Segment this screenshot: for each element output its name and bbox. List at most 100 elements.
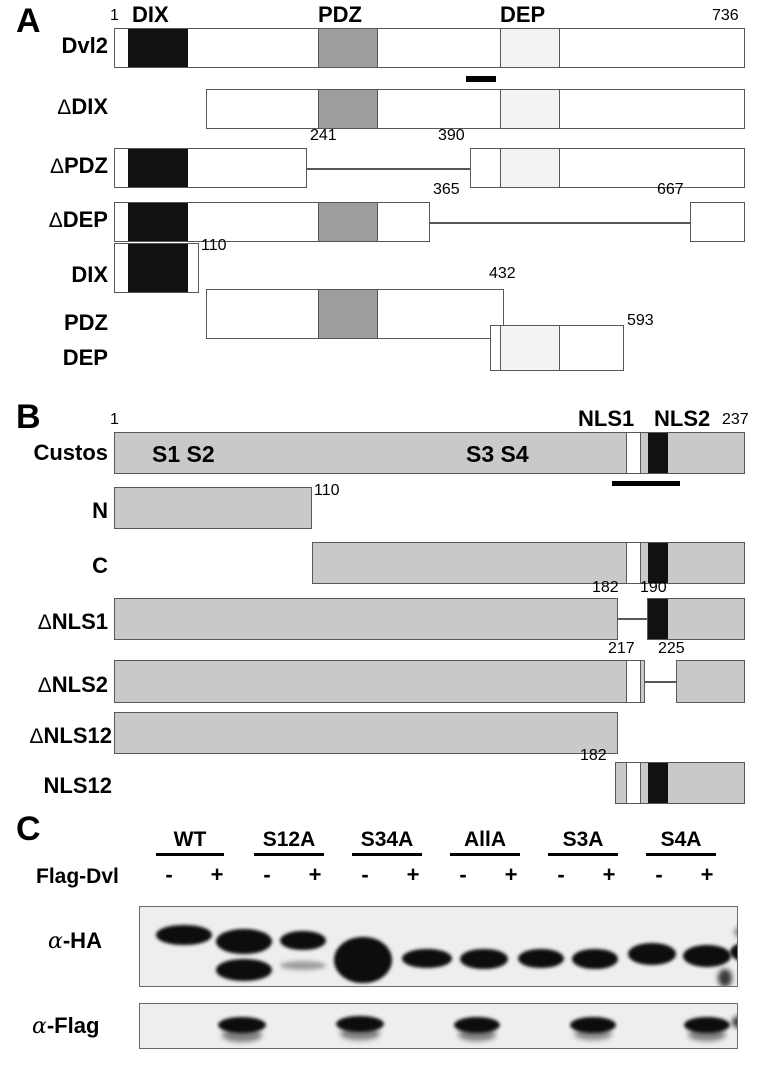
row-label-delta-pdz: ΔPDZ — [10, 153, 108, 178]
segment-dix — [128, 149, 188, 187]
lane-state-2: + — [210, 862, 224, 887]
delta-glyph: Δ — [48, 209, 63, 232]
bar-delta-dep-left — [114, 202, 430, 242]
row-label-c: C — [92, 553, 108, 578]
blot-label-text: -HA — [62, 928, 102, 953]
number-365: 365 — [433, 181, 460, 198]
alpha-glyph: α — [32, 1014, 47, 1039]
row-label-delta-nls12: ΔNLS12 — [0, 723, 112, 748]
band — [683, 945, 731, 967]
row-label-n: N — [92, 498, 108, 523]
segment-dep — [500, 29, 560, 67]
segment-pdz — [318, 29, 378, 67]
panel-a-header-pdz: PDZ — [318, 2, 362, 27]
row-label-dix: DIX — [71, 262, 108, 287]
connector-delta-pdz — [307, 168, 470, 170]
bar-delta-nls2-left — [114, 660, 645, 703]
segment-nls2 — [648, 543, 668, 583]
bar-nls12 — [615, 762, 745, 804]
band — [156, 925, 212, 945]
row-label-text: DIX — [71, 94, 108, 119]
number-182-b: 182 — [580, 747, 607, 764]
lane-state-12: + — [700, 862, 714, 887]
number-182: 182 — [592, 579, 619, 596]
segment-pdz — [318, 290, 378, 338]
band — [574, 1028, 612, 1040]
bar-delta-nls1-right — [647, 598, 745, 640]
dvl2-interaction-underline — [466, 76, 496, 82]
band — [688, 1028, 726, 1041]
lane-state-5: - — [361, 862, 369, 887]
panel-b-start-number: 1 — [110, 411, 119, 428]
number-241: 241 — [310, 127, 337, 144]
panel-a-header-dep: DEP — [500, 2, 546, 27]
row-label-delta-nls1: ΔNLS1 — [2, 609, 108, 634]
segment-pdz — [318, 203, 378, 241]
number-225: 225 — [658, 640, 685, 657]
band — [734, 925, 737, 939]
lane-group-wt: WT — [173, 828, 207, 851]
segment-nls2 — [648, 763, 668, 803]
segment-dix — [128, 29, 188, 67]
row-label-delta-nls2: ΔNLS2 — [2, 674, 108, 697]
row-label-text: NLS12 — [43, 723, 112, 748]
segment-nls1 — [626, 433, 641, 473]
alpha-glyph: α — [48, 929, 63, 954]
bar-delta-pdz-left — [114, 148, 307, 188]
bar-n — [114, 487, 312, 529]
row-label-text: PDZ — [64, 153, 108, 178]
panel-letter-b: B — [16, 398, 41, 436]
band — [518, 949, 564, 968]
bar-delta-pdz-right — [470, 148, 745, 188]
lane-state-7: - — [459, 862, 467, 887]
row-label-text: NLS1 — [51, 609, 108, 634]
bar-delta-nls1-left — [114, 598, 618, 640]
band — [572, 949, 618, 969]
band — [460, 949, 508, 969]
band — [280, 961, 326, 970]
segment-nls2 — [648, 599, 668, 639]
bar-pdz — [206, 289, 504, 339]
segment-pdz — [318, 90, 378, 128]
panel-letter-a: A — [16, 2, 41, 40]
delta-glyph: Δ — [49, 155, 64, 178]
inbar-label-s1s2: S1 S2 — [152, 441, 215, 467]
lane-group-s4a: S4A — [660, 828, 702, 851]
bar-delta-nls12 — [114, 712, 618, 754]
blot-label-ha: α-HA — [48, 930, 102, 953]
segment-dep — [500, 149, 560, 187]
inbar-label-s3s4: S3 S4 — [466, 441, 529, 467]
connector-delta-dep — [430, 222, 690, 224]
segment-nls1 — [626, 543, 641, 583]
row-label-pdz: PDZ — [64, 310, 108, 335]
panel-a-header-dix: DIX — [132, 2, 169, 27]
bar-dep — [490, 325, 624, 371]
band — [216, 929, 272, 954]
delta-glyph: Δ — [29, 725, 44, 748]
lane-state-11: - — [655, 862, 663, 887]
segment-dix — [128, 244, 188, 292]
delta-glyph: Δ — [57, 96, 72, 119]
segment-nls1 — [626, 763, 641, 803]
band — [216, 959, 272, 981]
panel-b-end-number: 237 — [722, 411, 749, 428]
lane-group-s34a: S34A — [360, 828, 414, 851]
row-label-dvl2: Dvl2 — [61, 33, 108, 58]
band — [334, 937, 392, 983]
lane-rule-wt — [156, 853, 224, 856]
number-190: 190 — [640, 579, 667, 596]
lane-group-s12a: S12A — [262, 828, 316, 851]
lane-state-10: + — [602, 862, 616, 887]
segment-nls2 — [648, 433, 668, 473]
bar-dix — [114, 243, 199, 293]
lane-state-4: + — [308, 862, 322, 887]
band — [458, 1028, 496, 1041]
number-667: 667 — [657, 181, 684, 198]
lane-state-1: - — [165, 862, 173, 887]
lane-state-6: + — [406, 862, 420, 887]
lane-rule-alla — [450, 853, 520, 856]
number-110-b: 110 — [314, 482, 340, 499]
row-label-custos: Custos — [33, 440, 108, 465]
lane-rule-s4a — [646, 853, 716, 856]
custos-interaction-underline — [612, 481, 680, 486]
